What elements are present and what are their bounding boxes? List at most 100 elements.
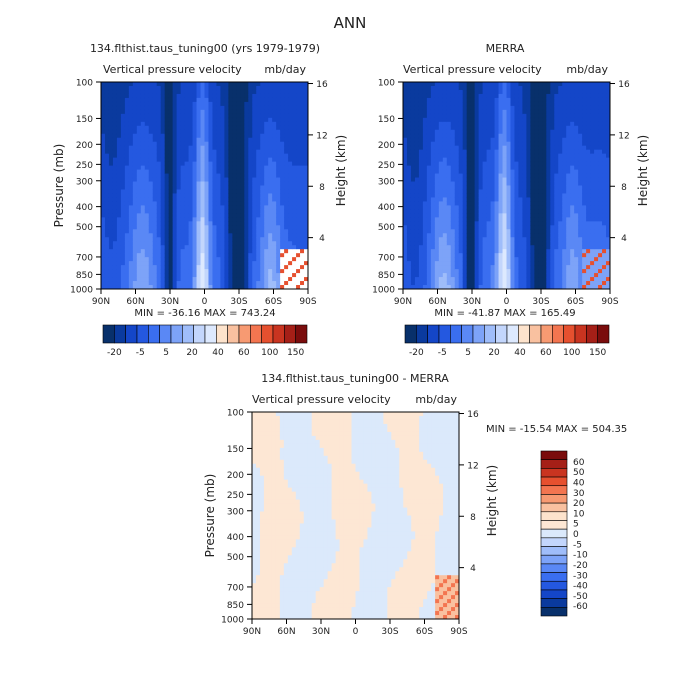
field-cell <box>112 273 118 278</box>
field-cell <box>164 181 170 186</box>
field-cell <box>510 85 515 91</box>
field-cell <box>570 173 575 179</box>
field-cell <box>120 253 126 258</box>
field-cell <box>152 225 158 230</box>
field-cell <box>116 85 122 91</box>
field-cell <box>164 185 170 190</box>
field-cell <box>514 161 519 167</box>
page-title: ANN <box>334 14 367 32</box>
field-cell <box>216 257 221 262</box>
field-cell <box>300 229 305 234</box>
field-cell <box>120 93 126 99</box>
field-cell <box>450 153 456 159</box>
field-cell <box>522 253 527 258</box>
field-cell <box>101 233 106 238</box>
field-cell <box>522 249 527 254</box>
field-cell <box>550 125 555 131</box>
field-cell <box>526 213 531 218</box>
field-cell <box>410 197 416 202</box>
field-cell <box>478 89 484 95</box>
field-cell <box>180 273 186 278</box>
field-cell <box>140 209 146 214</box>
field-cell <box>128 265 134 270</box>
field-cell <box>252 169 257 175</box>
field-cell <box>446 221 452 226</box>
field-cell <box>236 157 241 163</box>
field-cell <box>434 285 440 290</box>
field-cell <box>292 273 297 278</box>
field-cell <box>538 213 543 218</box>
field-cell <box>546 153 551 159</box>
field-cell <box>542 165 547 171</box>
field-cell <box>296 217 301 222</box>
field-cell <box>510 245 515 250</box>
field-cell <box>224 217 229 222</box>
field-cell <box>284 141 289 147</box>
field-cell <box>438 89 444 95</box>
field-cell <box>288 189 293 194</box>
field-cell <box>160 209 166 214</box>
colorbar-swatch <box>272 324 285 344</box>
field-cell <box>220 233 225 238</box>
field-cell <box>466 205 472 210</box>
field-cell <box>304 82 309 87</box>
field-cell <box>284 205 289 210</box>
field-cell <box>200 97 205 103</box>
field-cell <box>462 177 468 183</box>
field-cell <box>280 93 285 99</box>
field-cell <box>192 225 198 230</box>
field-cell <box>220 157 225 163</box>
field-cell <box>518 189 523 194</box>
field-cell <box>406 177 412 183</box>
field-cell <box>136 125 142 131</box>
field-cell <box>554 89 559 95</box>
field-cell <box>414 109 420 115</box>
field-cell <box>168 257 174 262</box>
field-cell <box>470 237 476 242</box>
field-cell <box>208 153 213 159</box>
field-cell <box>200 193 205 198</box>
field-cell <box>494 225 500 230</box>
field-cell <box>112 269 118 274</box>
field-cell <box>498 109 504 115</box>
field-cell <box>550 261 555 266</box>
field-cell <box>486 233 492 238</box>
field-cell <box>526 209 531 214</box>
field-cell <box>216 181 221 186</box>
field-cell <box>101 153 106 159</box>
field-cell <box>128 93 134 99</box>
field-cell <box>212 121 217 127</box>
field-cell <box>184 82 190 87</box>
field-cell <box>268 249 273 254</box>
field-cell <box>284 213 289 218</box>
field-cell <box>104 281 110 286</box>
field-cell <box>438 257 444 262</box>
field-cell <box>240 249 245 254</box>
colorbar-swatch <box>204 324 217 344</box>
field-cell <box>506 221 511 226</box>
field-cell <box>280 261 285 266</box>
field-cell <box>188 257 194 262</box>
field-cell <box>522 189 527 194</box>
field-cell <box>502 82 507 87</box>
field-cell <box>192 281 198 286</box>
field-cell <box>562 253 567 258</box>
field-cell <box>164 277 170 282</box>
field-cell <box>208 281 213 286</box>
x-tick-label: 90N <box>92 297 110 307</box>
field-cell <box>112 117 118 123</box>
field-cell <box>410 193 416 198</box>
field-cell <box>414 181 420 186</box>
field-cell <box>470 165 476 171</box>
field-cell <box>534 165 539 171</box>
field-cell <box>458 277 464 282</box>
field-cell <box>188 189 194 194</box>
field-cell <box>216 165 221 171</box>
field-cell <box>160 197 166 202</box>
field-cell <box>224 261 229 266</box>
field-cell <box>530 189 535 194</box>
field-cell <box>268 177 273 183</box>
field-cell <box>140 133 146 139</box>
field-cell <box>554 221 559 226</box>
merra-plot-area: 100150200250300400500700850100016128490N… <box>372 79 650 308</box>
